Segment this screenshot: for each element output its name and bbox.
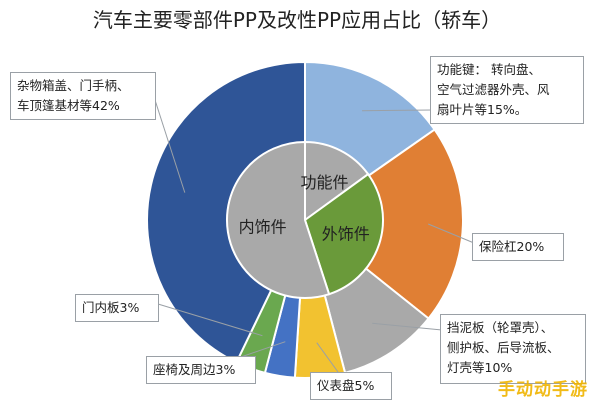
callout-bumper-text: 保险杠20%	[479, 239, 545, 254]
callout-dashboard: 仪表盘5%	[310, 372, 392, 400]
callout-seat: 座椅及周边3%	[146, 356, 256, 384]
leader-line-2	[428, 223, 475, 244]
callout-misc-line-2: 车顶篷基材等42%	[17, 98, 120, 113]
callout-fender-line-2: 侧护板、后导流板、	[447, 340, 560, 355]
inner-label-3: 内饰件	[239, 218, 287, 237]
leader-line-5	[237, 341, 286, 359]
callout-misc: 杂物箱盖、门手柄、 车顶篷基材等42%	[10, 72, 156, 120]
leader-line-7	[154, 99, 186, 193]
callout-dashboard-text: 仪表盘5%	[317, 378, 375, 393]
inner-label-2: 外饰件	[322, 224, 370, 243]
watermark: 手动动手游	[498, 380, 588, 400]
leader-line-3	[372, 322, 443, 331]
callout-functional-line-2: 空气过滤器外壳、风	[437, 82, 550, 97]
chart-title: 汽车主要零部件PP及改性PP应用占比（轿车）	[92, 8, 502, 32]
inner-slice-2	[303, 172, 384, 296]
callout-misc-line-1: 杂物箱盖、门手柄、	[17, 78, 130, 93]
leader-line-1	[361, 109, 433, 112]
callout-bumper: 保险杠20%	[472, 233, 564, 261]
callout-functional-line-3: 扇叶片等15%。	[437, 102, 528, 117]
callout-fender: 挡泥板（轮罩壳）、 侧护板、后导流板、 灯壳等10%	[440, 314, 586, 384]
inner-slice-1	[304, 140, 370, 222]
callout-fender-line-3: 灯壳等10%	[447, 360, 513, 375]
leader-line-6	[157, 303, 263, 337]
callout-door-text: 门内板3%	[82, 300, 140, 315]
callout-seat-text: 座椅及周边3%	[153, 362, 236, 377]
inner-slice-3	[226, 140, 331, 299]
leader-line-4	[316, 342, 339, 373]
callout-door: 门内板3%	[75, 294, 159, 322]
outer-slice-2	[303, 128, 464, 320]
inner-label-1: 功能件	[300, 173, 348, 192]
callout-fender-line-1: 挡泥板（轮罩壳）、	[447, 320, 554, 335]
callout-functional-line-1: 功能键： 转向盘、	[437, 62, 541, 77]
callout-functional: 功能键： 转向盘、 空气过滤器外壳、风 扇叶片等15%。	[430, 56, 584, 124]
